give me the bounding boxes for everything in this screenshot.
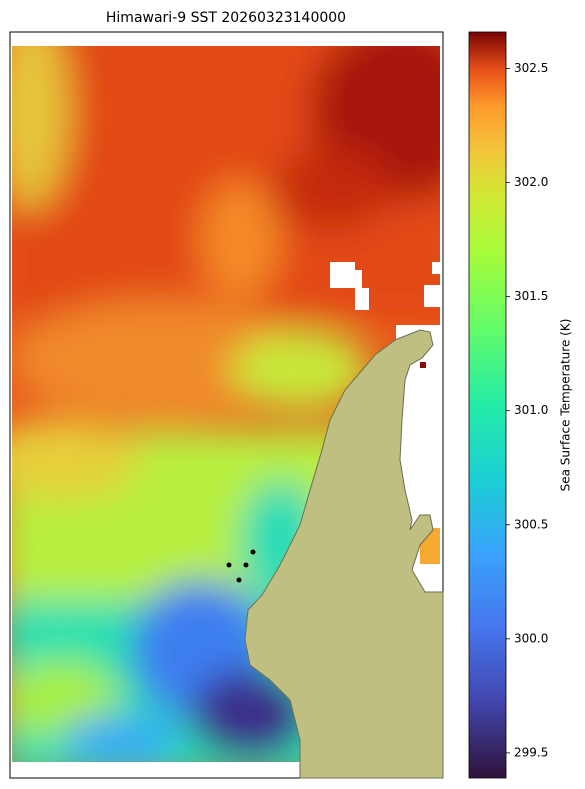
title: Himawari-9 SST 20260323140000 (106, 10, 346, 26)
colorbar-tick-label: 299.5 (514, 745, 548, 759)
station (236, 577, 242, 583)
map-frame (9, 31, 444, 779)
colorbar-tick-label: 301.5 (514, 289, 548, 303)
colorbar-tick-label: 302.0 (514, 175, 548, 189)
colorbar-tick-label: 302.5 (514, 61, 548, 75)
colorbar-label: Sea Surface Temperature (K) (559, 319, 573, 492)
colorbar-tick-label: 301.0 (514, 403, 548, 417)
colorbar (468, 31, 507, 779)
colorbar-tick-label: 300.5 (514, 517, 548, 531)
land (244, 329, 444, 779)
stations (226, 549, 256, 583)
station (250, 549, 256, 555)
colorbar-tick-label: 300.0 (514, 631, 548, 645)
station (226, 562, 232, 568)
station (243, 562, 249, 568)
